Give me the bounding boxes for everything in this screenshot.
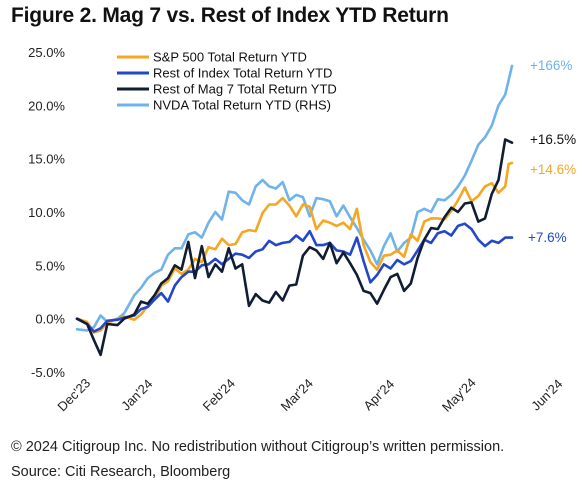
series-line [75, 161, 514, 334]
series-lines [75, 64, 514, 357]
x-tick-label: Jan'24 [118, 376, 155, 413]
x-tick-label: Apr'24 [360, 376, 397, 413]
y-axis: 25.0% 20.0% 15.0% 10.0% 5.0% 0.0% -5.0% [28, 45, 65, 380]
end-labels: +14.6% +7.6% +16.5% +166% [528, 58, 576, 245]
series-line [75, 222, 514, 333]
y-tick-label: 20.0% [28, 98, 65, 113]
series-line [75, 138, 514, 357]
chart-title: Figure 2. Mag 7 vs. Rest of Index YTD Re… [11, 4, 449, 27]
x-tick-label: Jun'24 [528, 376, 565, 413]
y-tick-label: 10.0% [28, 205, 65, 220]
x-tick-label: Feb'24 [200, 376, 238, 414]
source-note: Source: Citi Research, Bloomberg [11, 464, 231, 480]
series-end-label: +14.6% [530, 162, 576, 177]
y-tick-label: 5.0% [35, 258, 65, 273]
y-tick-label: 25.0% [28, 45, 65, 60]
series-end-label: +16.5% [530, 132, 576, 147]
y-tick-label: -5.0% [31, 365, 65, 380]
series-end-label: +166% [530, 58, 572, 73]
legend-label: Rest of Mag 7 Total Return YTD [153, 82, 337, 97]
x-tick-label: Mar'24 [278, 376, 316, 414]
series-line [75, 64, 514, 332]
x-axis: Dec'23 Jan'24 Feb'24 Mar'24 Apr'24 May'24 Jun'… [54, 375, 565, 415]
legend-label: NVDA Total Return YTD (RHS) [153, 98, 331, 113]
x-tick-label: May'24 [439, 375, 479, 415]
x-tick-label: Dec'23 [54, 375, 93, 414]
y-tick-label: 0.0% [35, 312, 65, 327]
legend-label: S&P 500 Total Return YTD [153, 50, 307, 65]
series-end-label: +7.6% [528, 230, 567, 245]
y-tick-label: 15.0% [28, 152, 65, 167]
copyright-note: © 2024 Citigroup Inc. No redistribution … [11, 439, 505, 455]
legend-label: Rest of Index Total Return YTD [153, 66, 332, 81]
